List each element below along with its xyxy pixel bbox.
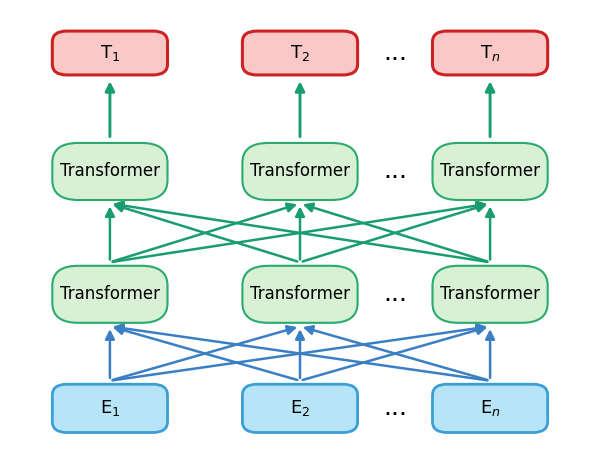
FancyBboxPatch shape — [433, 266, 548, 323]
FancyBboxPatch shape — [242, 384, 358, 432]
FancyBboxPatch shape — [242, 143, 358, 200]
Text: E$_2$: E$_2$ — [290, 399, 310, 418]
FancyBboxPatch shape — [433, 384, 548, 432]
Text: E$_1$: E$_1$ — [100, 399, 120, 418]
Text: E$_n$: E$_n$ — [480, 399, 500, 418]
FancyBboxPatch shape — [52, 266, 167, 323]
Text: ...: ... — [383, 159, 407, 183]
Text: ...: ... — [383, 41, 407, 65]
Text: Transformer: Transformer — [60, 163, 160, 181]
Text: ...: ... — [383, 282, 407, 306]
Text: Transformer: Transformer — [250, 285, 350, 303]
FancyBboxPatch shape — [52, 384, 167, 432]
FancyBboxPatch shape — [242, 31, 358, 75]
Text: T$_2$: T$_2$ — [290, 43, 310, 63]
Text: T$_1$: T$_1$ — [100, 43, 120, 63]
Text: Transformer: Transformer — [440, 163, 540, 181]
FancyBboxPatch shape — [433, 143, 548, 200]
FancyBboxPatch shape — [433, 31, 548, 75]
FancyBboxPatch shape — [52, 143, 167, 200]
Text: Transformer: Transformer — [250, 163, 350, 181]
FancyBboxPatch shape — [242, 266, 358, 323]
Text: T$_n$: T$_n$ — [480, 43, 500, 63]
Text: Transformer: Transformer — [440, 285, 540, 303]
Text: ...: ... — [383, 396, 407, 420]
Text: Transformer: Transformer — [60, 285, 160, 303]
FancyBboxPatch shape — [52, 31, 167, 75]
